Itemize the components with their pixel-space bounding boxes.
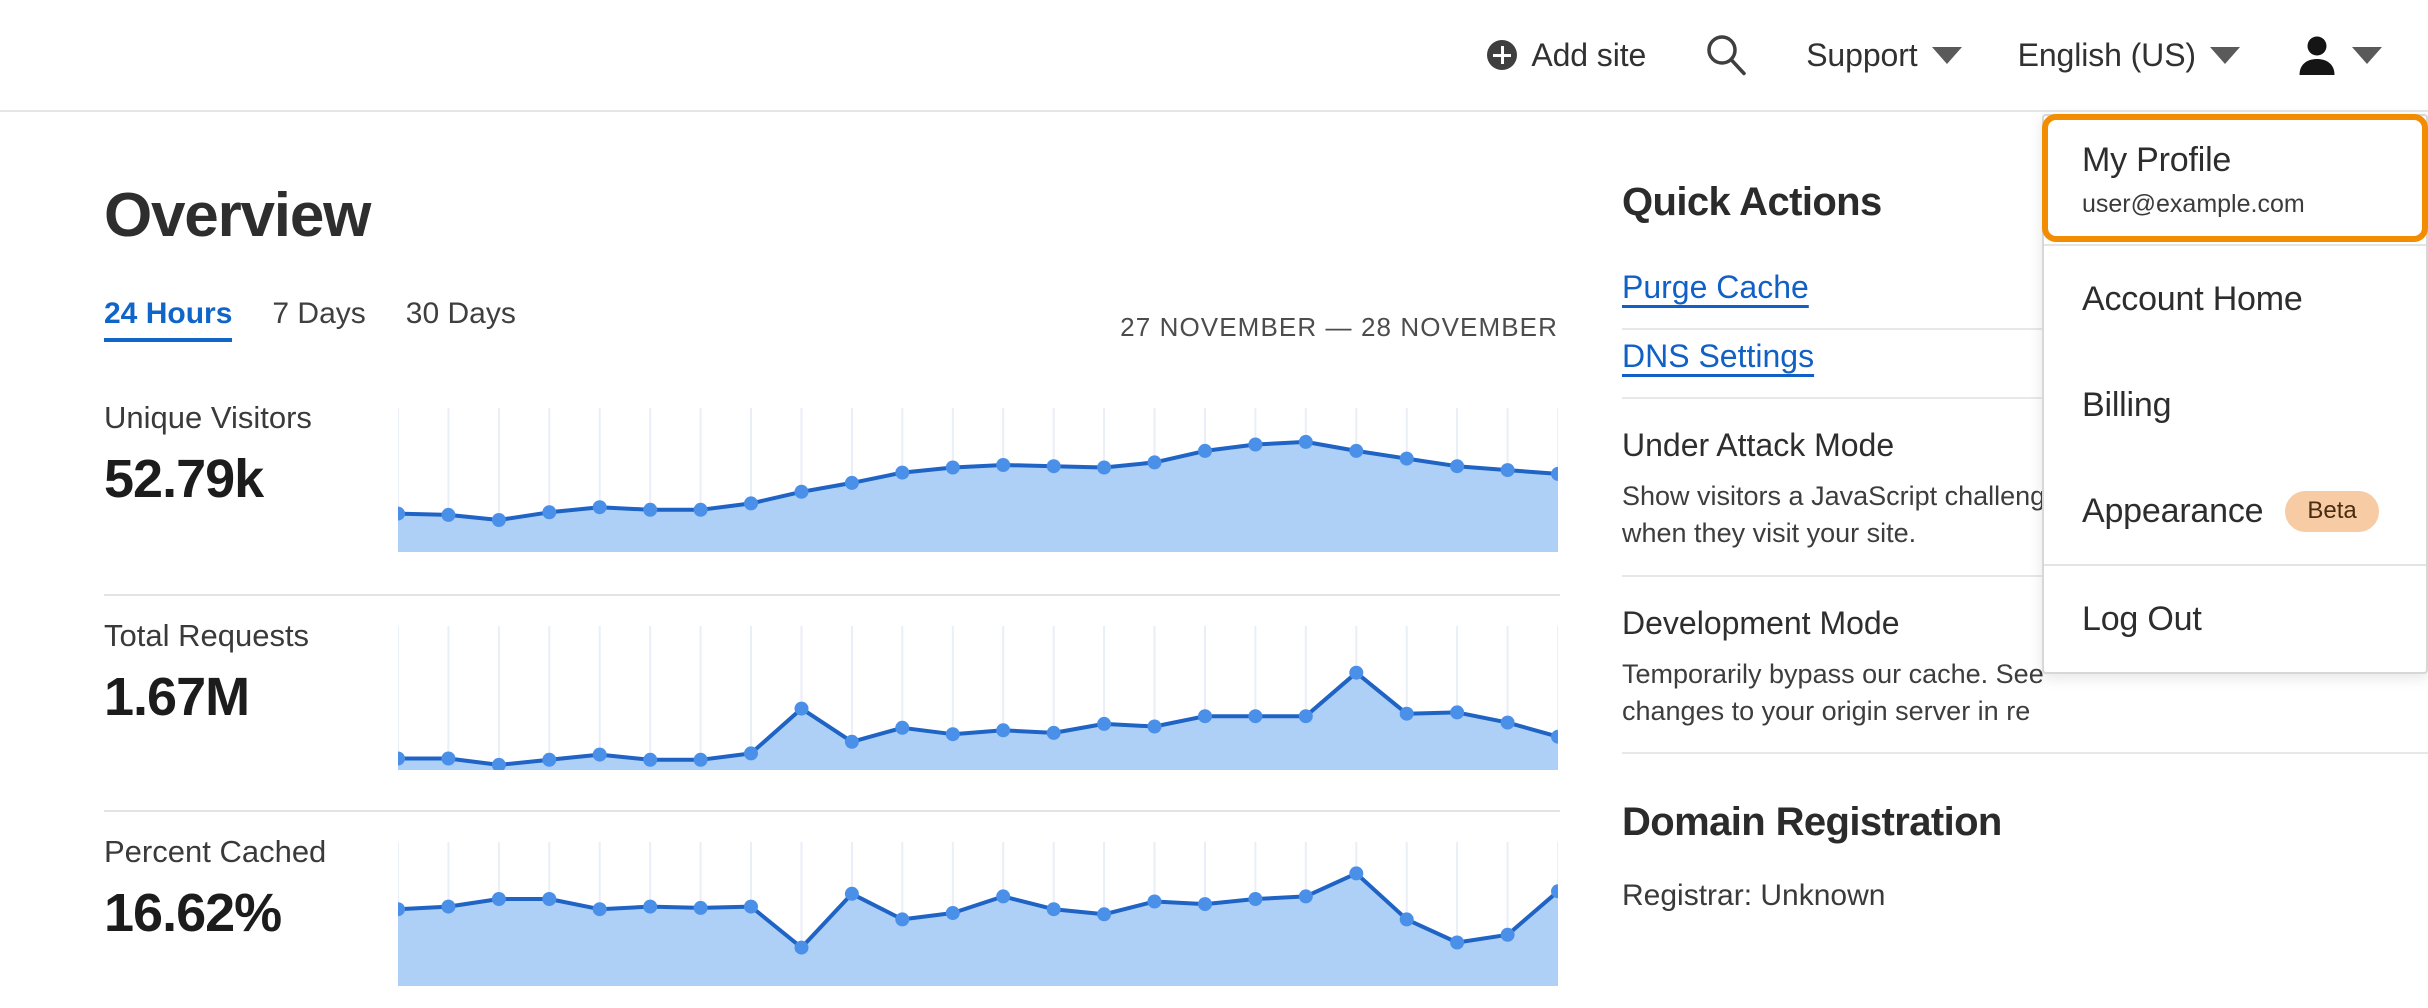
menu-item-account-home[interactable]: Account Home (2044, 246, 2426, 352)
overview-panel: Overview 24 Hours 7 Days 30 Days 27 NOVE… (104, 112, 1560, 1008)
tab-24-hours[interactable]: 24 Hours (104, 297, 233, 342)
menu-item-log-out[interactable]: Log Out (2044, 566, 2426, 672)
metric-value: 52.79k (104, 449, 264, 509)
quick-actions-title: Quick Actions (1622, 180, 1882, 224)
topbar-actions: Add site Support English (US) (1459, 0, 2410, 110)
metric-value: 1.67M (104, 667, 250, 727)
metrics-list: Unique Visitors 52.79k Total Requests 1.… (104, 378, 1560, 1008)
quick-action-dns-settings[interactable]: DNS Settings (1622, 330, 2428, 399)
person-icon (2296, 34, 2338, 76)
account-home-label: Account Home (2082, 279, 2303, 318)
sparkline-chart-total-requests (398, 620, 1558, 770)
dns-settings-link[interactable]: DNS Settings (1622, 338, 1815, 374)
menu-divider (2044, 564, 2426, 566)
metric-label: Total Requests (104, 618, 310, 653)
plus-circle-icon (1487, 40, 1518, 70)
search-button[interactable] (1674, 25, 1778, 85)
quick-action-under-attack-mode[interactable]: Under Attack Mode Show visitors a JavaSc… (1622, 399, 2428, 577)
add-site-label: Add site (1531, 36, 1647, 73)
log-out-label: Log Out (2082, 599, 2202, 638)
metric-row-total-requests: Total Requests 1.67M (104, 594, 1560, 810)
development-mode-description: Temporarily bypass our cache. See change… (1622, 658, 2044, 726)
metric-row-percent-cached: Percent Cached 16.62% (104, 810, 1560, 1008)
registrar-value: Registrar: Unknown (1622, 879, 1886, 912)
billing-label: Billing (2082, 385, 2172, 424)
sparkline-chart-percent-cached (398, 836, 1558, 986)
support-label: Support (1806, 36, 1918, 73)
metric-label: Unique Visitors (104, 400, 312, 435)
language-label: English (US) (2017, 36, 2197, 73)
tab-30-days[interactable]: 30 Days (405, 297, 516, 330)
metric-row-unique-visitors: Unique Visitors 52.79k (104, 378, 1560, 594)
sidebar-panel: Quick Actions Purge Cache DNS Settings U… (1622, 112, 2428, 913)
quick-action-purge-cache[interactable]: Purge Cache (1622, 261, 2428, 330)
menu-item-billing[interactable]: Billing (2044, 352, 2426, 458)
chevron-down-icon (2210, 46, 2240, 64)
chevron-down-icon (2352, 46, 2382, 64)
menu-item-appearance[interactable]: Appearance Beta (2044, 458, 2426, 564)
language-menu-button[interactable]: English (US) (1990, 25, 2268, 85)
appearance-label: Appearance (2082, 491, 2264, 530)
account-email: user@example.com (2082, 190, 2305, 218)
search-icon (1702, 31, 1750, 79)
under-attack-mode-heading: Under Attack Mode (1622, 427, 1895, 463)
menu-divider (2044, 244, 2426, 246)
top-navigation-bar: Add site Support English (US) (0, 0, 2428, 112)
sparkline-chart-unique-visitors (398, 402, 1558, 552)
development-mode-heading: Development Mode (1622, 604, 1900, 641)
under-attack-mode-description: Show visitors a JavaScript challenge whe… (1622, 481, 2061, 549)
quick-actions-list: Purge Cache DNS Settings Under Attack Mo… (1622, 261, 2428, 754)
page-title: Overview (104, 181, 371, 250)
account-menu-button[interactable] (2268, 25, 2410, 85)
purge-cache-link[interactable]: Purge Cache (1622, 269, 1809, 305)
my-profile-label: My Profile (2082, 141, 2232, 179)
domain-registration-title: Domain Registration (1622, 800, 2002, 844)
quick-action-development-mode[interactable]: Development Mode Temporarily bypass our … (1622, 577, 2428, 754)
metric-value: 16.62% (104, 883, 282, 943)
chevron-down-icon (1931, 46, 1962, 64)
beta-badge: Beta (2285, 490, 2379, 532)
support-menu-button[interactable]: Support (1778, 25, 1989, 85)
account-dropdown-menu: My Profile user@example.com Account Home… (2042, 114, 2428, 674)
menu-item-my-profile[interactable]: My Profile user@example.com (2044, 116, 2426, 244)
add-site-button[interactable]: Add site (1459, 25, 1674, 85)
timerange-tabs: 24 Hours 7 Days 30 Days (104, 297, 1560, 342)
metric-label: Percent Cached (104, 834, 327, 869)
tab-7-days[interactable]: 7 Days (272, 297, 366, 330)
date-range-label: 27 NOVEMBER — 28 NOVEMBER (1120, 312, 1558, 342)
